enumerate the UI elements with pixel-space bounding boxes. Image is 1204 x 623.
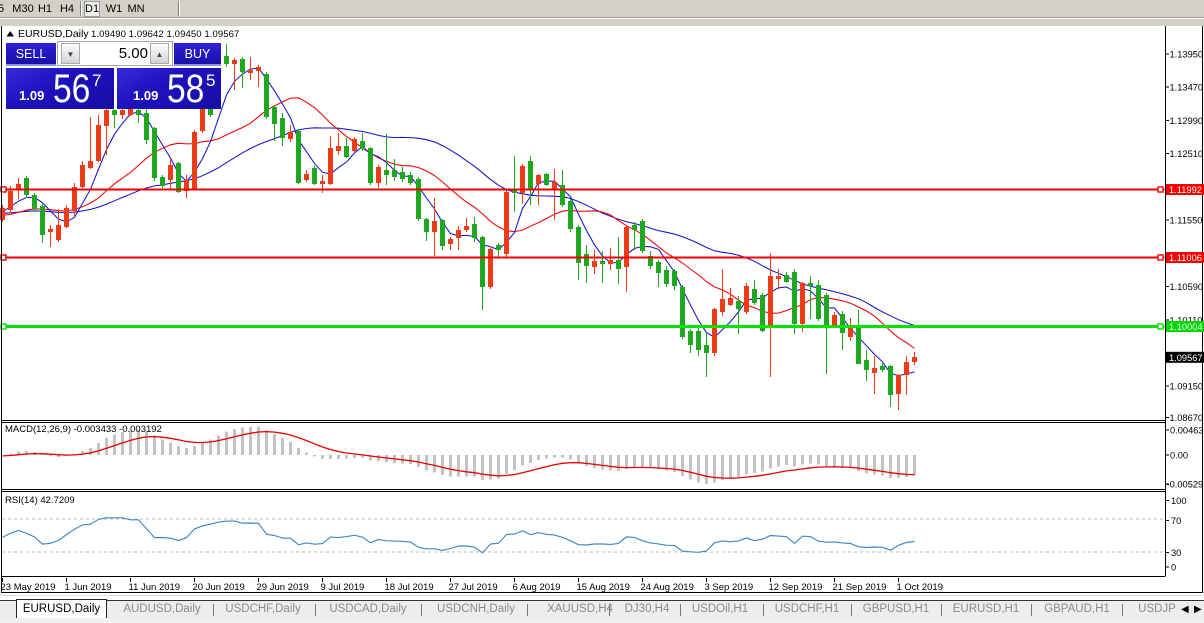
svg-text:1.10590: 1.10590 [1170, 282, 1204, 292]
svg-text:21 Sep 2019: 21 Sep 2019 [833, 582, 887, 593]
svg-text:12 Sep 2019: 12 Sep 2019 [769, 582, 823, 593]
svg-text:1 Oct 2019: 1 Oct 2019 [897, 582, 943, 593]
svg-text:1.11550: 1.11550 [1170, 216, 1203, 226]
svg-text:1.11006: 1.11006 [1169, 253, 1202, 263]
svg-text:6 Aug 2019: 6 Aug 2019 [513, 582, 561, 593]
svg-text:1.09490 1.09642 1.09450 1.0956: 1.09490 1.09642 1.09450 1.09567 [91, 29, 239, 40]
svg-text:27 Jul 2019: 27 Jul 2019 [449, 582, 498, 593]
svg-text:RSI(14) 42.7209: RSI(14) 42.7209 [5, 495, 75, 506]
svg-text:0: 0 [1171, 563, 1176, 573]
svg-text:20 Jun 2019: 20 Jun 2019 [193, 582, 245, 593]
svg-text:24 Aug 2019: 24 Aug 2019 [641, 582, 694, 593]
svg-text:15 Aug 2019: 15 Aug 2019 [577, 582, 630, 593]
svg-text:1.13470: 1.13470 [1170, 83, 1204, 93]
svg-text:1.09150: 1.09150 [1170, 382, 1204, 392]
svg-text:30: 30 [1171, 548, 1181, 558]
svg-text:1.12510: 1.12510 [1170, 149, 1204, 159]
svg-text:100: 100 [1171, 496, 1187, 506]
svg-text:18 Jul 2019: 18 Jul 2019 [385, 582, 434, 593]
svg-text:1.11992: 1.11992 [1169, 185, 1202, 195]
svg-text:0.00: 0.00 [1170, 451, 1188, 461]
svg-text:70: 70 [1171, 516, 1181, 526]
svg-text:1.10004: 1.10004 [1169, 322, 1203, 332]
svg-text:EURUSD,Daily: EURUSD,Daily [18, 28, 89, 40]
svg-text:1.08670: 1.08670 [1170, 413, 1204, 423]
svg-text:1.10110: 1.10110 [1170, 315, 1203, 325]
svg-text:0.00463: 0.00463 [1170, 426, 1204, 436]
svg-text:9 Jul 2019: 9 Jul 2019 [321, 582, 365, 593]
svg-text:1.12990: 1.12990 [1170, 116, 1204, 126]
svg-text:-0.00529: -0.00529 [1167, 479, 1204, 489]
svg-text:29 Jun 2019: 29 Jun 2019 [257, 582, 309, 593]
svg-text:1 Jun 2019: 1 Jun 2019 [65, 582, 112, 593]
svg-text:3 Sep 2019: 3 Sep 2019 [705, 582, 754, 593]
svg-text:1.09567: 1.09567 [1169, 353, 1203, 363]
svg-text:MACD(12,26,9) -0.003433 -0.003: MACD(12,26,9) -0.003433 -0.003192 [5, 424, 162, 435]
svg-text:1.13950: 1.13950 [1170, 50, 1204, 60]
svg-text:23 May 2019: 23 May 2019 [1, 582, 56, 593]
svg-text:11 Jun 2019: 11 Jun 2019 [129, 582, 181, 593]
